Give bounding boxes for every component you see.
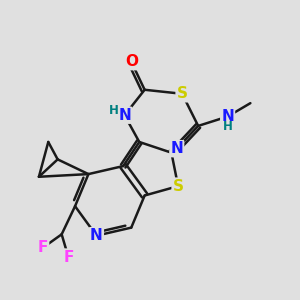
Text: S: S bbox=[172, 178, 184, 194]
Text: H: H bbox=[223, 120, 233, 133]
Text: N: N bbox=[118, 108, 131, 123]
Text: H: H bbox=[108, 104, 118, 117]
Text: O: O bbox=[125, 54, 138, 69]
Text: N: N bbox=[221, 109, 234, 124]
Text: S: S bbox=[177, 86, 188, 101]
Text: F: F bbox=[38, 240, 48, 255]
Text: N: N bbox=[170, 141, 183, 156]
Text: F: F bbox=[63, 250, 74, 265]
Text: N: N bbox=[90, 228, 103, 243]
